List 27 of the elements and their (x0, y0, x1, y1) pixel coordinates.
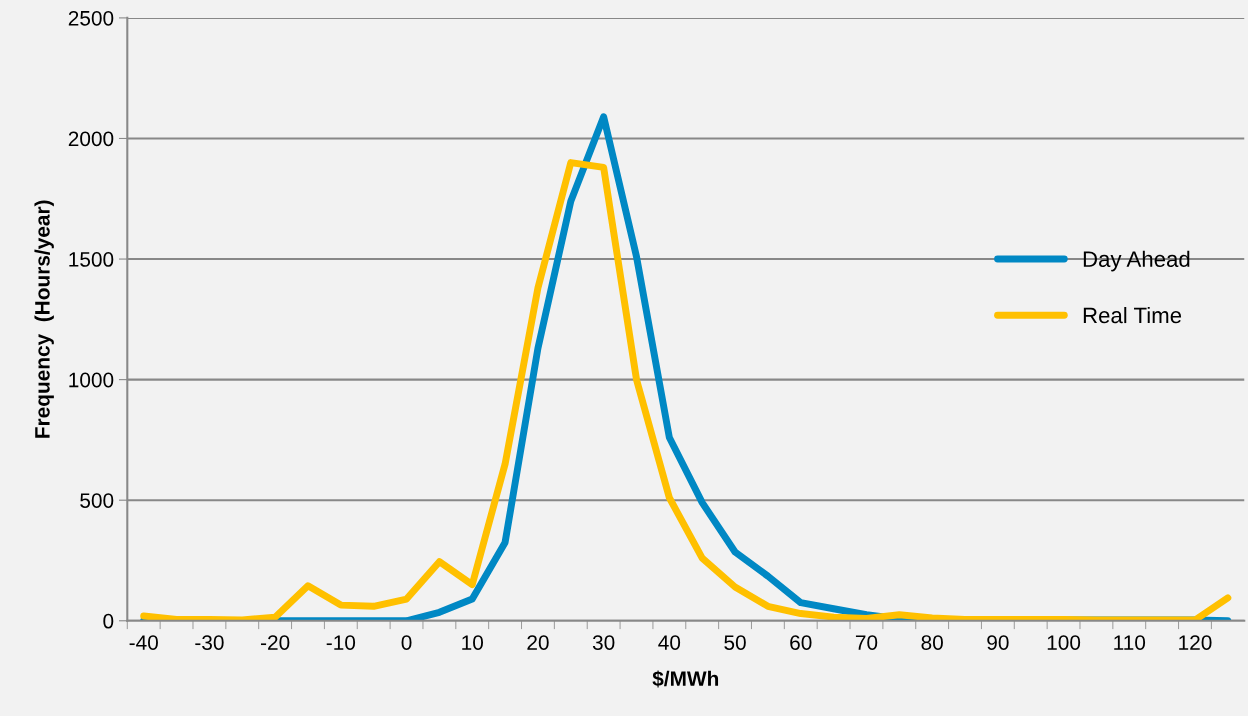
y-tick-label: 1500 (69, 252, 114, 267)
x-tick-label: 110 (1114, 635, 1146, 650)
x-tick-label: 50 (724, 635, 746, 650)
legend-label: Real Time (1083, 306, 1182, 324)
legend-label: Day Ahead (1083, 250, 1190, 272)
x-tick-label: -40 (129, 635, 158, 650)
x-tick-label: 90 (987, 635, 1009, 650)
x-tick-label: 40 (658, 635, 681, 650)
x-tick-label: 30 (592, 635, 615, 650)
y-tick-label: 1000 (69, 372, 114, 388)
x-tick-label: 10 (462, 635, 484, 650)
y-tick-label: 500 (80, 493, 114, 508)
x-tick-label: 20 (527, 635, 549, 650)
x-tick-label: 120 (1179, 635, 1212, 650)
y-tick-label: 2500 (68, 10, 114, 26)
x-tick-label: -10 (326, 635, 356, 650)
x-tick-label: -30 (195, 635, 224, 650)
x-tick-label: 60 (790, 635, 812, 650)
x-tick-label: 0 (401, 635, 412, 650)
y-tick-label: 0 (103, 613, 114, 629)
x-tick-label: 80 (921, 635, 943, 650)
x-tick-label: 100 (1047, 635, 1081, 650)
x-axis-title: $/MWh (652, 670, 719, 688)
x-tick-label: -20 (261, 635, 290, 650)
x-tick-label: 70 (855, 635, 878, 650)
y-tick-label: 2000 (68, 131, 114, 147)
y-axis-title: Frequency (Hours/year) (34, 200, 54, 438)
